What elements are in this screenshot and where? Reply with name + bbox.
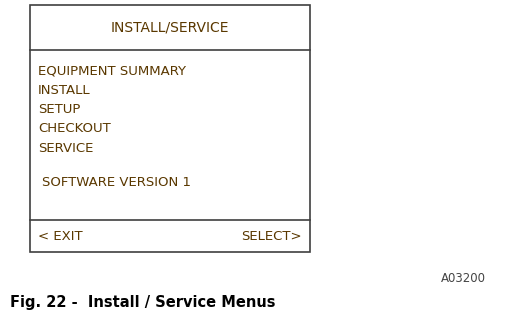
Text: EQUIPMENT SUMMARY: EQUIPMENT SUMMARY (38, 64, 186, 77)
Text: A03200: A03200 (440, 272, 485, 285)
Text: INSTALL: INSTALL (38, 84, 90, 96)
Bar (30, 5, 310, 252)
Text: SOFTWARE VERSION 1: SOFTWARE VERSION 1 (42, 176, 190, 189)
Text: INSTALL/SERVICE: INSTALL/SERVICE (111, 20, 229, 34)
Text: < EXIT: < EXIT (38, 230, 82, 243)
Text: SELECT>: SELECT> (241, 230, 301, 243)
Text: Fig. 22 -  Install / Service Menus: Fig. 22 - Install / Service Menus (10, 295, 275, 310)
Text: SETUP: SETUP (38, 103, 80, 116)
Text: SERVICE: SERVICE (38, 142, 93, 155)
Text: CHECKOUT: CHECKOUT (38, 122, 111, 135)
